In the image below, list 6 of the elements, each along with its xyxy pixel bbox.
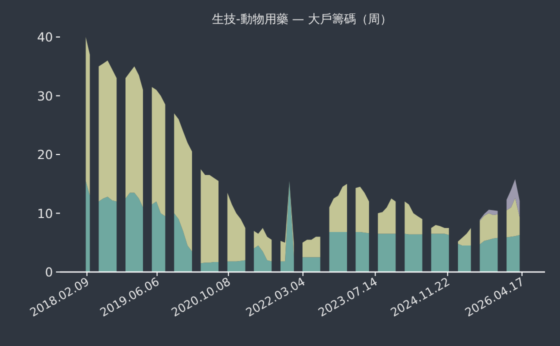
chart-title: 生技-動物用藥 — 大戶籌碼（周） (212, 12, 392, 26)
y-tick-label: 0 (45, 264, 54, 280)
y-tick-label: 30 (37, 88, 54, 104)
y-tick-label: 20 (37, 147, 54, 162)
y-tick-label: 10 (37, 206, 54, 221)
y-tick-label: 40 (37, 30, 54, 44)
